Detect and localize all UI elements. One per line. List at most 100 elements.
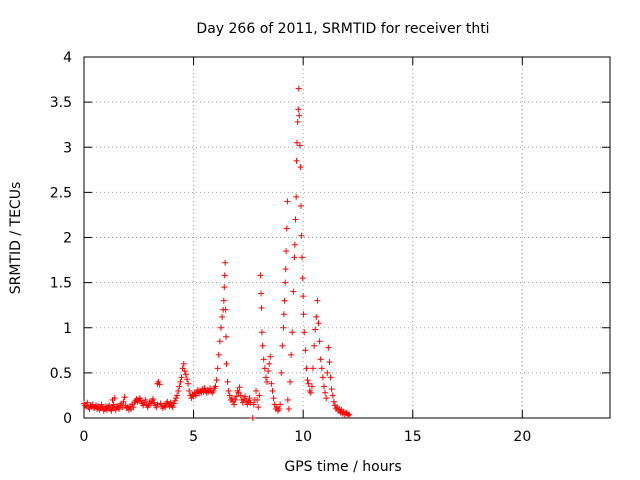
data-point bbox=[157, 400, 164, 407]
data-point bbox=[293, 193, 300, 200]
data-point bbox=[164, 398, 171, 405]
data-point bbox=[153, 404, 160, 411]
data-point bbox=[287, 378, 294, 385]
data-point bbox=[239, 399, 246, 406]
data-point bbox=[317, 356, 324, 363]
data-point bbox=[84, 399, 91, 406]
data-point bbox=[237, 392, 244, 399]
data-point bbox=[182, 371, 189, 378]
data-point bbox=[289, 329, 296, 336]
data-point bbox=[294, 139, 301, 146]
data-point bbox=[249, 415, 256, 421]
data-point bbox=[313, 313, 320, 320]
data-point bbox=[258, 304, 265, 311]
y-tick-label: 3 bbox=[63, 140, 72, 156]
data-point bbox=[170, 400, 177, 407]
y-tick-label: 2.5 bbox=[50, 185, 72, 201]
data-point bbox=[256, 392, 263, 399]
data-point bbox=[154, 401, 161, 408]
data-point bbox=[288, 351, 295, 358]
y-axis-label: SRMTID / TECUs bbox=[8, 182, 24, 295]
data-point bbox=[257, 272, 264, 279]
data-point bbox=[325, 344, 332, 351]
data-point bbox=[137, 397, 144, 404]
data-point bbox=[324, 369, 331, 376]
data-point bbox=[297, 202, 304, 209]
data-point bbox=[298, 232, 305, 239]
x-axis-label: GPS time / hours bbox=[284, 459, 401, 475]
y-tick-label: 0 bbox=[63, 411, 72, 427]
data-point bbox=[121, 394, 128, 401]
data-point bbox=[219, 313, 226, 320]
data-point bbox=[282, 279, 289, 286]
y-tick-label: 3.5 bbox=[50, 95, 72, 111]
data-point bbox=[293, 157, 300, 164]
y-tick-label: 2 bbox=[63, 231, 72, 247]
data-point bbox=[120, 398, 127, 405]
data-point bbox=[294, 118, 301, 125]
data-point bbox=[261, 365, 268, 372]
data-point bbox=[246, 395, 253, 402]
data-point bbox=[285, 405, 292, 412]
data-point bbox=[320, 383, 327, 390]
data-point bbox=[330, 398, 337, 405]
data-point bbox=[284, 396, 291, 403]
data-point bbox=[254, 396, 261, 403]
data-point bbox=[299, 275, 306, 282]
data-point bbox=[268, 380, 275, 387]
data-point bbox=[316, 338, 323, 345]
data-point bbox=[259, 342, 266, 349]
data-point bbox=[302, 347, 309, 354]
data-point bbox=[222, 306, 229, 313]
data-point bbox=[305, 380, 312, 387]
data-point bbox=[296, 142, 303, 149]
data-point bbox=[150, 396, 157, 403]
data-point bbox=[280, 324, 287, 331]
data-point bbox=[225, 387, 232, 394]
data-point bbox=[184, 376, 191, 383]
data-point bbox=[266, 360, 273, 367]
data-point bbox=[233, 393, 240, 400]
data-point bbox=[212, 383, 219, 390]
data-point bbox=[290, 288, 297, 295]
data-point bbox=[303, 365, 310, 372]
data-point bbox=[283, 248, 290, 255]
data-point bbox=[180, 360, 187, 367]
data-point bbox=[177, 378, 184, 385]
y-tick-label: 0.5 bbox=[50, 366, 72, 382]
data-point bbox=[214, 365, 221, 372]
data-point bbox=[297, 164, 304, 171]
data-point bbox=[296, 112, 303, 119]
data-point bbox=[167, 399, 174, 406]
data-point bbox=[221, 272, 228, 279]
data-point bbox=[304, 377, 311, 384]
data-point bbox=[155, 378, 162, 385]
data-point bbox=[326, 359, 333, 366]
data-point bbox=[308, 383, 315, 390]
data-point bbox=[279, 342, 286, 349]
data-point bbox=[301, 329, 308, 336]
data-point bbox=[221, 284, 228, 291]
data-point bbox=[319, 374, 326, 381]
data-point bbox=[327, 374, 334, 381]
data-point bbox=[215, 351, 222, 358]
data-point bbox=[224, 378, 231, 385]
data-point bbox=[281, 297, 288, 304]
data-point bbox=[329, 392, 336, 399]
data-point bbox=[220, 297, 227, 304]
data-point bbox=[222, 259, 229, 266]
data-point bbox=[185, 380, 192, 387]
x-tick-label: 20 bbox=[513, 429, 531, 445]
data-point bbox=[232, 396, 239, 403]
data-point bbox=[213, 377, 220, 384]
data-point bbox=[346, 411, 353, 418]
data-point bbox=[142, 396, 149, 403]
data-point bbox=[156, 381, 163, 388]
data-point bbox=[104, 406, 111, 413]
x-tick-label: 5 bbox=[189, 429, 198, 445]
data-point bbox=[299, 254, 306, 261]
data-point bbox=[130, 404, 137, 411]
data-point bbox=[174, 392, 181, 399]
data-point bbox=[291, 241, 298, 248]
